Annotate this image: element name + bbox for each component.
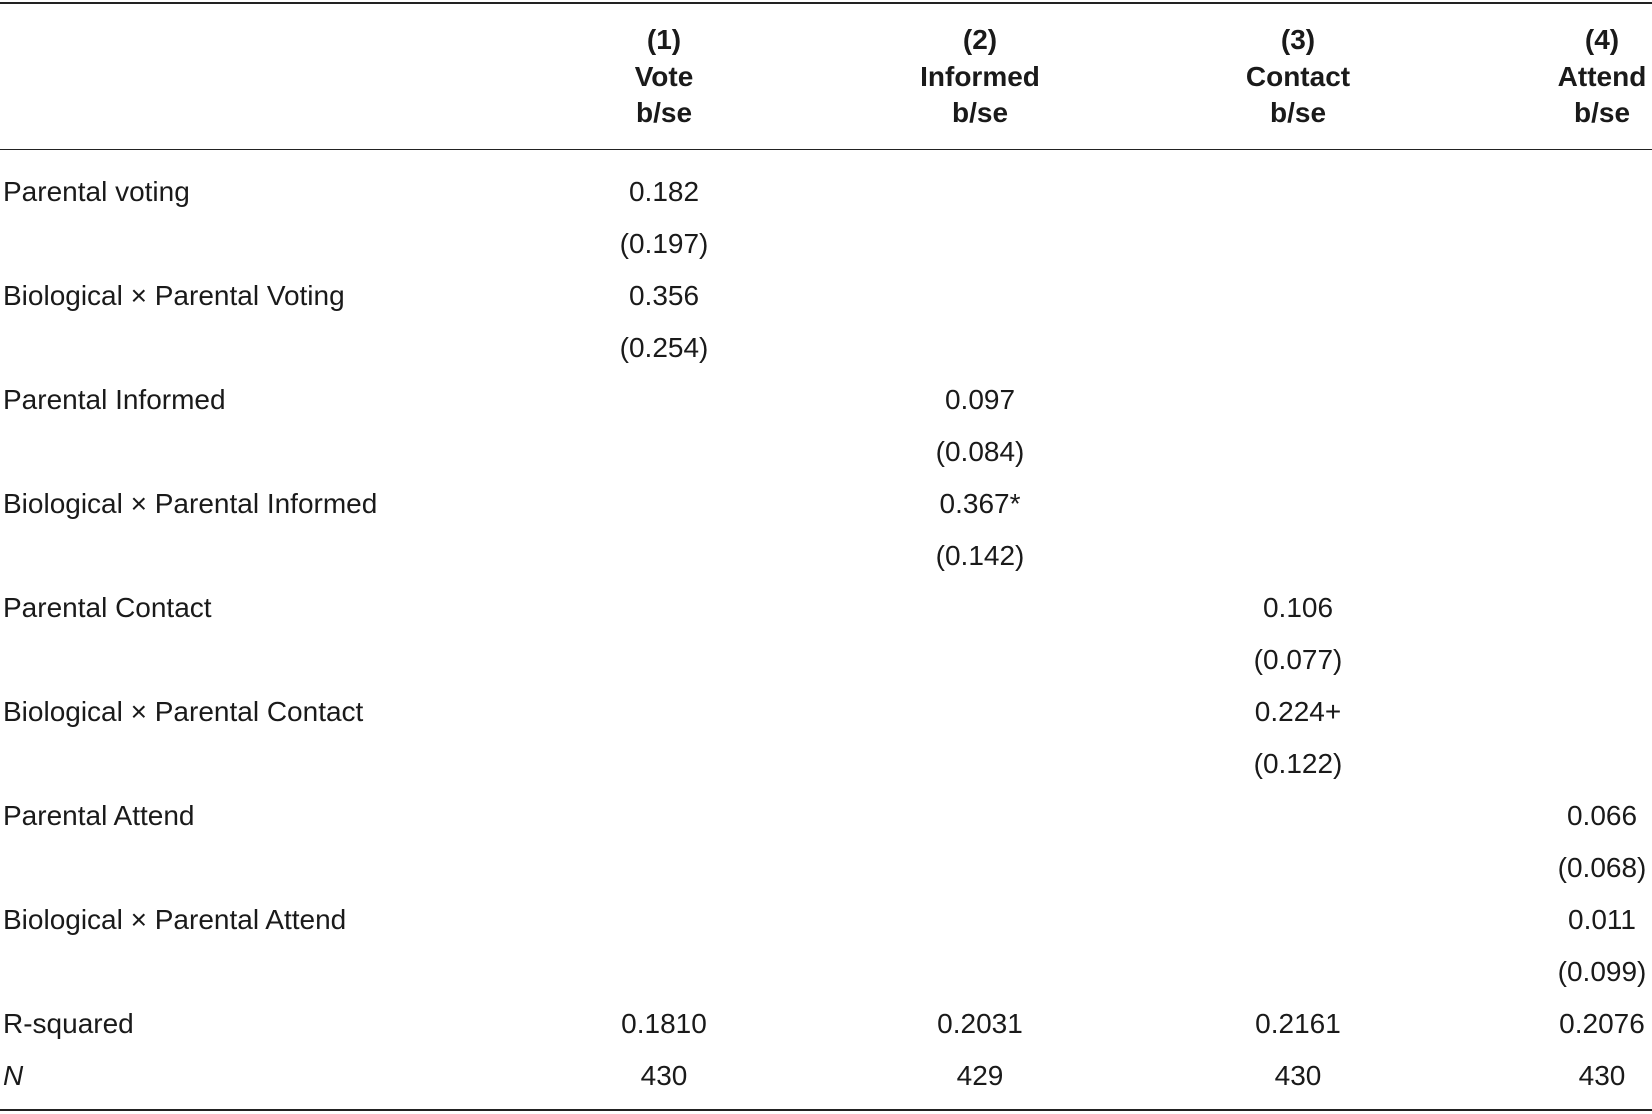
column-stat: b/se: [1573, 97, 1631, 128]
cell-value: 0.097: [944, 384, 1016, 415]
cell-value: 0.106: [1262, 592, 1334, 623]
column-stat: b/se: [635, 97, 693, 128]
row-label: Biological × Parental Voting: [3, 280, 345, 311]
cell-value: 0.2031: [937, 1008, 1023, 1039]
row-label: Biological × Parental Informed: [3, 488, 378, 519]
cell-value: (0.197): [619, 228, 709, 259]
bottom-rule: [0, 1109, 1652, 1111]
column-name: Attend: [1557, 61, 1647, 92]
cell-value: 430: [1274, 1060, 1322, 1091]
row-label: Biological × Parental Contact: [3, 696, 364, 727]
cell-value: 430: [1578, 1060, 1626, 1091]
column-number: (2): [962, 24, 998, 55]
row-label: Parental voting: [3, 176, 190, 207]
cell-value: 0.066: [1566, 800, 1638, 831]
cell-value: (0.068): [1557, 852, 1647, 883]
cell-value: (0.084): [935, 436, 1025, 467]
cell-value: (0.254): [619, 332, 709, 363]
cell-value: 0.182: [628, 176, 700, 207]
cell-value: 0.011: [1568, 904, 1636, 935]
column-name: Informed: [920, 61, 1040, 92]
row-label: Biological × Parental Attend: [3, 904, 347, 935]
row-label: N: [3, 1060, 24, 1091]
column-name: Vote: [634, 61, 694, 92]
cell-value: (0.142): [935, 540, 1025, 571]
top-rule: [0, 2, 1652, 4]
cell-value: (0.077): [1253, 644, 1343, 675]
column-stat: b/se: [951, 97, 1009, 128]
row-label: Parental Informed: [3, 384, 226, 415]
cell-value: 0.356: [628, 280, 700, 311]
cell-value: 429: [956, 1060, 1004, 1091]
cell-value: (0.122): [1253, 748, 1343, 779]
row-label: Parental Attend: [3, 800, 195, 831]
cell-value: 0.2076: [1559, 1008, 1645, 1039]
cell-value: 0.224+: [1254, 696, 1342, 727]
cell-value: 0.367*: [939, 488, 1021, 519]
header-rule: [0, 149, 1652, 150]
row-label: R-squared: [3, 1008, 134, 1039]
cell-value: (0.099): [1557, 956, 1647, 987]
column-number: (3): [1280, 24, 1316, 55]
cell-value: 0.2161: [1255, 1008, 1341, 1039]
cell-value: 430: [640, 1060, 688, 1091]
row-label: Parental Contact: [3, 592, 212, 623]
column-stat: b/se: [1269, 97, 1327, 128]
column-number: (4): [1584, 24, 1620, 55]
column-name: Contact: [1245, 61, 1351, 92]
cell-value: 0.1810: [621, 1008, 707, 1039]
column-number: (1): [646, 24, 682, 55]
